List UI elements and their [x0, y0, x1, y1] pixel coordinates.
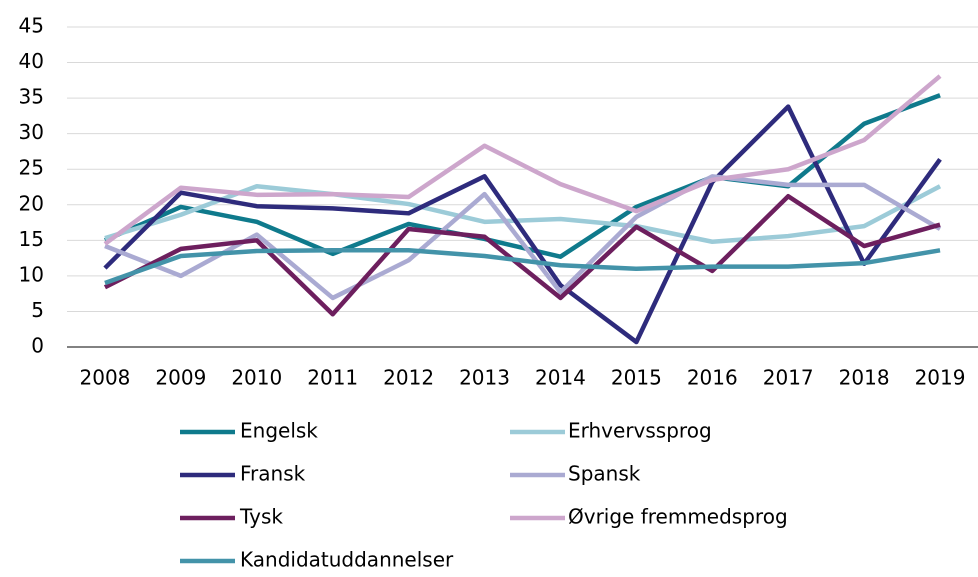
y-tick-label: 0 [31, 334, 44, 358]
legend-label: Erhvervssprog [568, 419, 712, 443]
x-tick-label: 2010 [231, 366, 282, 390]
legend-label: Engelsk [240, 419, 318, 443]
x-tick-label: 2012 [383, 366, 434, 390]
x-tick-label: 2014 [535, 366, 586, 390]
x-tick-label: 2018 [839, 366, 890, 390]
x-tick-label: 2017 [763, 366, 814, 390]
series-line [103, 104, 942, 345]
legend-label: Kandidatuddannelser [240, 548, 454, 572]
legend-label: Øvrige fremmedsprog [568, 505, 788, 529]
x-tick-label: 2013 [459, 366, 510, 390]
y-tick-label: 30 [19, 120, 44, 144]
y-tick-label: 5 [31, 298, 44, 322]
series-line [104, 184, 942, 245]
legend-label: Fransk [240, 462, 306, 486]
series-line [103, 193, 941, 317]
y-tick-label: 45 [19, 14, 44, 38]
y-tick-label: 25 [19, 156, 44, 180]
x-tick-label: 2019 [915, 366, 966, 390]
legend-label: Spansk [568, 462, 641, 486]
series-line [103, 74, 942, 246]
legend-label: Tysk [239, 505, 283, 529]
series-line [104, 93, 941, 259]
y-tick-label: 20 [19, 191, 44, 215]
series-line [104, 248, 941, 286]
x-tick-label: 2009 [155, 366, 206, 390]
x-tick-label: 2011 [307, 366, 358, 390]
x-tick-label: 2008 [80, 366, 131, 390]
x-tick-label: 2016 [687, 366, 738, 390]
y-tick-label: 40 [19, 49, 44, 73]
y-tick-label: 10 [19, 262, 44, 286]
y-tick-label: 15 [19, 227, 44, 251]
x-tick-label: 2015 [611, 366, 662, 390]
y-tick-label: 35 [19, 85, 44, 109]
